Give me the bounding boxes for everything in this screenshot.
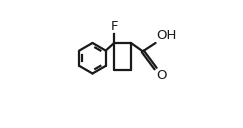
Text: F: F xyxy=(110,20,118,33)
Text: O: O xyxy=(156,69,167,82)
Text: OH: OH xyxy=(156,29,176,42)
